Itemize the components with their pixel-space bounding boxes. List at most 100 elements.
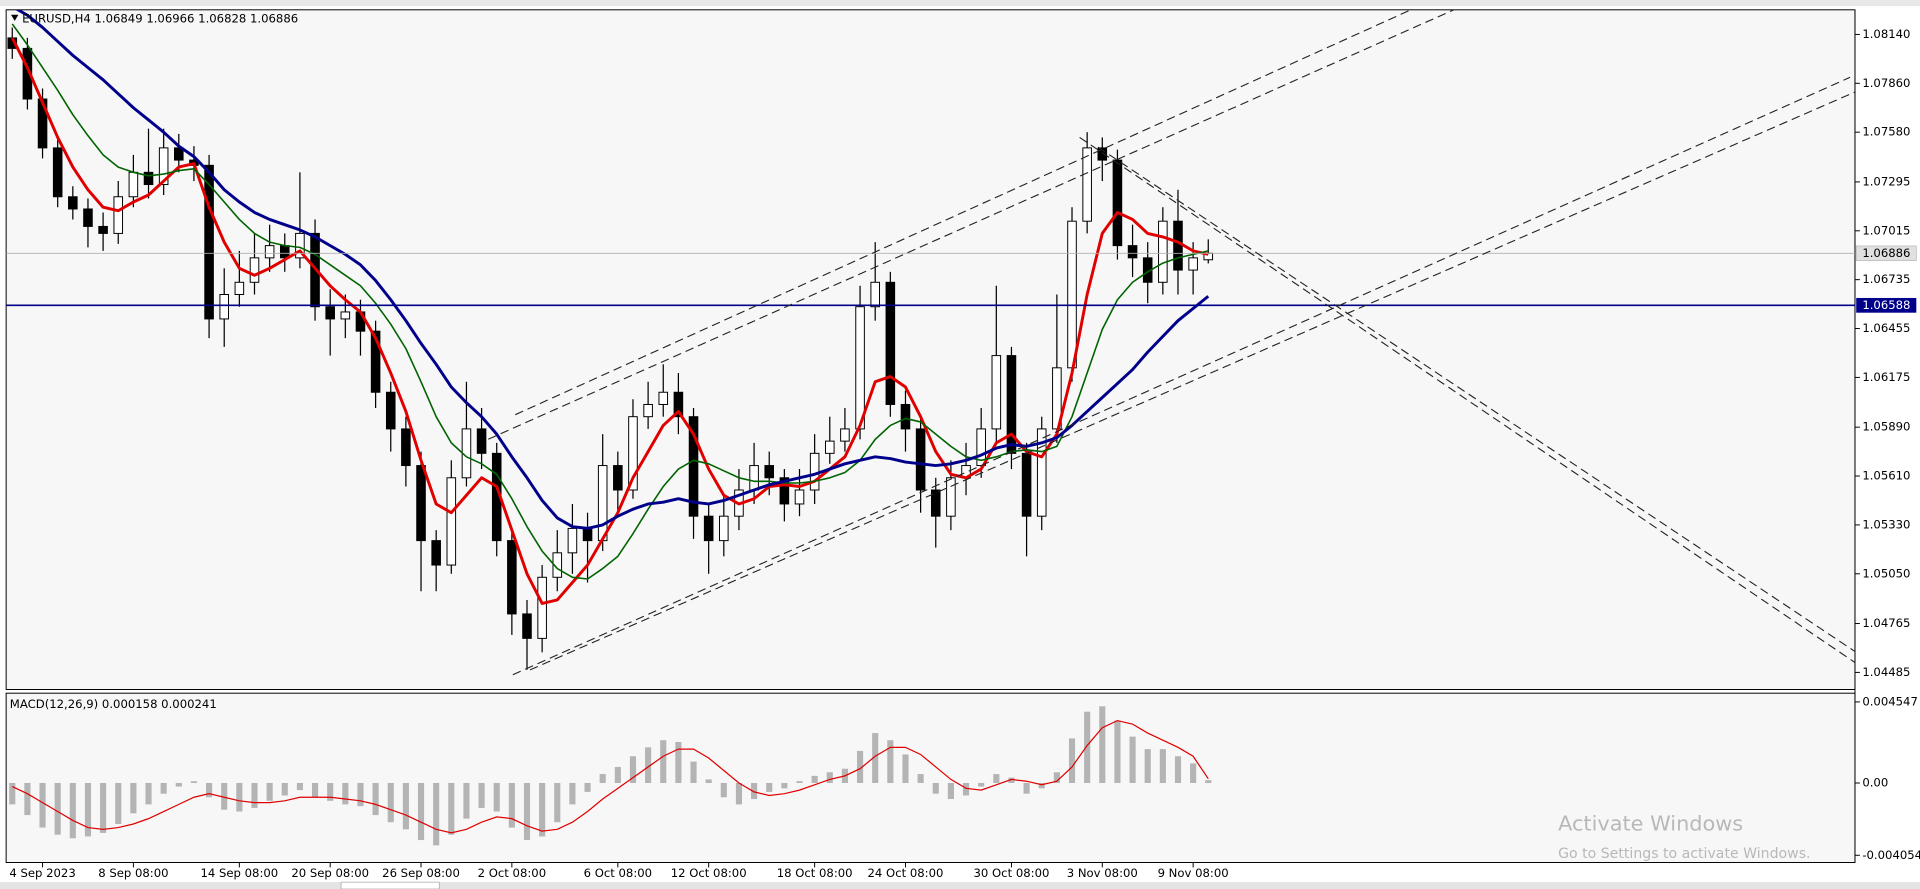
candle-body xyxy=(900,403,911,430)
price-tick-label: 1.04485 xyxy=(1862,665,1910,679)
candle-body xyxy=(204,164,214,320)
candle-body xyxy=(764,465,775,479)
signal-last: 0.000241 xyxy=(161,697,217,711)
macd-histogram-bar xyxy=(720,782,727,798)
time-label: 18 Oct 08:00 xyxy=(777,866,853,880)
price-tick-label: 1.07860 xyxy=(1862,76,1910,90)
candle-body xyxy=(688,416,699,517)
candle-body xyxy=(794,489,805,505)
candle-body xyxy=(946,477,956,517)
candle-body xyxy=(385,391,396,430)
candle-body xyxy=(552,552,563,578)
macd-histogram-bar xyxy=(463,782,470,819)
candle-body xyxy=(870,281,880,308)
macd-histogram-bar xyxy=(796,781,803,783)
candle-body xyxy=(1097,147,1108,161)
main-plot-area xyxy=(5,9,1856,690)
macd-histogram-bar xyxy=(54,782,61,835)
macd-histogram-bar xyxy=(251,782,258,808)
candle-body xyxy=(446,477,457,566)
macd-histogram-bar xyxy=(1023,782,1030,794)
candle-body xyxy=(522,613,532,639)
chart-tab[interactable] xyxy=(340,881,440,889)
macd-histogram-bar xyxy=(266,782,273,801)
macd-histogram-bar xyxy=(175,782,182,787)
last-high: 1.06966 xyxy=(146,11,194,25)
candle-body xyxy=(83,208,93,227)
macd-histogram-bar xyxy=(478,782,485,808)
macd-histogram-bar xyxy=(24,782,31,816)
macd-histogram-bar xyxy=(569,782,576,805)
candle-body xyxy=(1036,428,1047,517)
time-label: 24 Oct 08:00 xyxy=(868,866,944,880)
last-low: 1.06828 xyxy=(198,11,246,25)
candle-body xyxy=(264,245,275,259)
macd-histogram-bar xyxy=(190,781,198,783)
macd-histogram-bar xyxy=(1129,736,1136,783)
macd-histogram-bar xyxy=(402,782,409,830)
macd-histogram-bar xyxy=(130,782,137,814)
macd-tick-label: -0.004054 xyxy=(1862,848,1920,862)
candle-body xyxy=(779,477,790,505)
candle-body xyxy=(143,171,154,186)
candle-body xyxy=(340,311,351,320)
macd-histogram-bar xyxy=(872,733,879,783)
price-tick-label: 1.07295 xyxy=(1862,174,1910,188)
macd-histogram-bar xyxy=(1190,763,1197,783)
expand-icon[interactable] xyxy=(11,14,19,21)
macd-series xyxy=(9,706,1212,846)
macd-histogram-bar xyxy=(448,782,455,835)
candle-body xyxy=(416,465,426,542)
macd-histogram-bar xyxy=(372,782,379,816)
main-header: EURUSD,H4 1.06849 1.06966 1.06828 1.0688… xyxy=(22,11,298,25)
macd-histogram-bar xyxy=(826,772,833,783)
channel-line xyxy=(512,76,1851,676)
candle-body xyxy=(158,147,169,186)
macd-histogram-bar xyxy=(887,740,894,783)
macd-histogram-bar xyxy=(705,779,712,783)
macd-histogram-bar xyxy=(311,782,319,798)
time-label: 9 Nov 08:00 xyxy=(1158,866,1229,880)
macd-histogram-bar xyxy=(614,766,621,783)
candle-body xyxy=(1067,220,1077,369)
candle-body xyxy=(52,147,63,198)
macd-histogram-bar xyxy=(160,782,167,794)
price-tick-label: 1.08140 xyxy=(1862,27,1910,41)
macd-histogram-bar xyxy=(1038,782,1045,789)
macd-histogram-bar xyxy=(281,782,288,796)
candle-body xyxy=(703,515,714,542)
candle-body xyxy=(249,257,260,283)
candle-body xyxy=(1082,147,1092,222)
last-close: 1.06886 xyxy=(250,11,298,25)
macd-histogram-bar xyxy=(735,782,743,805)
macd-histogram-bar xyxy=(100,782,107,833)
symbol-title: EURUSD,H4 xyxy=(22,11,91,25)
candle-body xyxy=(295,232,305,259)
candle-body xyxy=(279,245,290,259)
candle-body xyxy=(98,225,108,234)
macd-histogram-bar xyxy=(917,774,924,783)
macd-histogram-bar xyxy=(84,782,92,837)
candle-body xyxy=(476,428,487,454)
price-tick-label: 1.05050 xyxy=(1862,566,1910,580)
price-tick-label: 1.06735 xyxy=(1862,272,1910,286)
axes: 1.08140 1.07860 1.07580 1.07295 1.07015 1.067… xyxy=(9,27,1920,880)
macd-title: MACD(12,26,9) xyxy=(10,697,98,711)
macd-histogram-bar xyxy=(1053,772,1060,783)
time-label: 30 Oct 08:00 xyxy=(974,866,1050,880)
candle-body xyxy=(22,47,33,100)
watermark-subtitle: Go to Settings to activate Windows. xyxy=(1558,846,1810,862)
macd-last: 0.000158 xyxy=(102,697,158,711)
macd-histogram-bar xyxy=(9,782,16,805)
macd-header: MACD(12,26,9) 0.000158 0.000241 xyxy=(10,697,217,711)
macd-histogram-bar xyxy=(1084,711,1091,783)
macd-histogram-bar xyxy=(584,782,591,792)
price-tick-label: 1.07015 xyxy=(1862,223,1910,237)
candle-body xyxy=(991,355,1002,430)
candle-body xyxy=(1127,245,1138,259)
macd-histogram-bar xyxy=(206,782,213,798)
channel-line xyxy=(515,9,1412,416)
macd-histogram-bar xyxy=(523,782,531,841)
